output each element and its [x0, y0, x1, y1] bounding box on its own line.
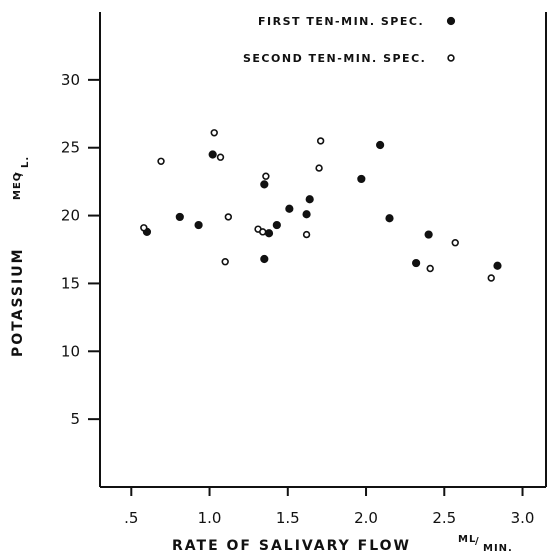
x-unit-slash: /	[475, 536, 480, 547]
second-spec-point	[221, 258, 229, 266]
first-spec-point	[285, 204, 294, 213]
y-unit-slash: /	[14, 171, 25, 176]
x-unit-numerator: ML	[458, 534, 476, 545]
x-tick-label: 3.0	[511, 509, 535, 527]
second-spec-point	[315, 164, 323, 172]
y-axis-unit: MEQ / L.	[12, 156, 31, 200]
x-axis-unit: ML / MIN.	[458, 534, 513, 554]
first-spec-point	[302, 210, 311, 219]
first-spec-point	[194, 220, 203, 230]
first-spec-point	[376, 140, 385, 150]
first-spec-point	[264, 229, 274, 238]
first-spec-point	[208, 150, 217, 159]
y-tick-label: 20	[61, 207, 80, 225]
x-unit-denominator: MIN.	[483, 543, 513, 554]
second-spec-point	[262, 172, 270, 180]
first-spec-point	[357, 174, 366, 184]
x-tick-label: 1.0	[198, 509, 222, 527]
x-tick-label: 2.5	[432, 509, 456, 527]
data-points	[140, 129, 502, 282]
y-tick-label: 5	[70, 410, 80, 428]
y-axis: 5 10 15 20 25 30	[61, 71, 100, 428]
first-spec-point	[412, 258, 421, 268]
second-spec-point	[140, 224, 148, 232]
plot-frame	[99, 12, 547, 488]
first-spec-point	[272, 220, 281, 230]
legend: FIRST TEN-MIN. SPEC. SECOND TEN-MIN. SPEC…	[243, 15, 456, 65]
x-tick-label: 1.5	[276, 509, 300, 527]
second-spec-point	[302, 230, 311, 239]
second-spec-point	[451, 239, 459, 247]
first-spec-point	[305, 195, 314, 204]
first-spec-point	[260, 180, 269, 189]
legend-label: SECOND TEN-MIN. SPEC.	[243, 52, 426, 65]
y-tick-label: 30	[61, 71, 80, 89]
y-unit-numerator: MEQ	[12, 172, 23, 200]
second-spec-point	[210, 129, 218, 137]
y-axis-title-group: POTASSIUM	[10, 247, 26, 357]
legend-label: FIRST TEN-MIN. SPEC.	[258, 15, 424, 28]
x-tick-label: .5	[124, 509, 138, 527]
y-tick-label: 15	[61, 274, 80, 292]
legend-marker	[447, 54, 455, 62]
second-spec-point	[259, 228, 267, 236]
second-spec-point	[426, 264, 434, 273]
x-tick-label: 2.0	[354, 509, 378, 527]
y-unit-denominator: L.	[20, 156, 31, 168]
y-axis-title: POTASSIUM	[10, 247, 26, 357]
second-spec-point	[157, 157, 165, 165]
legend-marker	[446, 16, 456, 26]
second-spec-point	[487, 274, 495, 282]
first-spec-point	[424, 230, 433, 239]
y-tick-label: 25	[61, 139, 80, 157]
x-axis-title: RATE OF SALIVARY FLOW	[172, 538, 411, 554]
first-spec-point	[260, 254, 269, 264]
second-spec-point	[316, 137, 325, 145]
second-spec-point	[216, 153, 225, 161]
first-spec-point	[385, 214, 394, 223]
y-tick-label: 10	[61, 342, 80, 360]
x-axis: .5 1.0 1.5 2.0 2.5 3.0	[124, 487, 534, 527]
first-spec-point	[175, 212, 184, 222]
first-spec-point	[493, 261, 502, 270]
second-spec-point	[224, 213, 233, 221]
